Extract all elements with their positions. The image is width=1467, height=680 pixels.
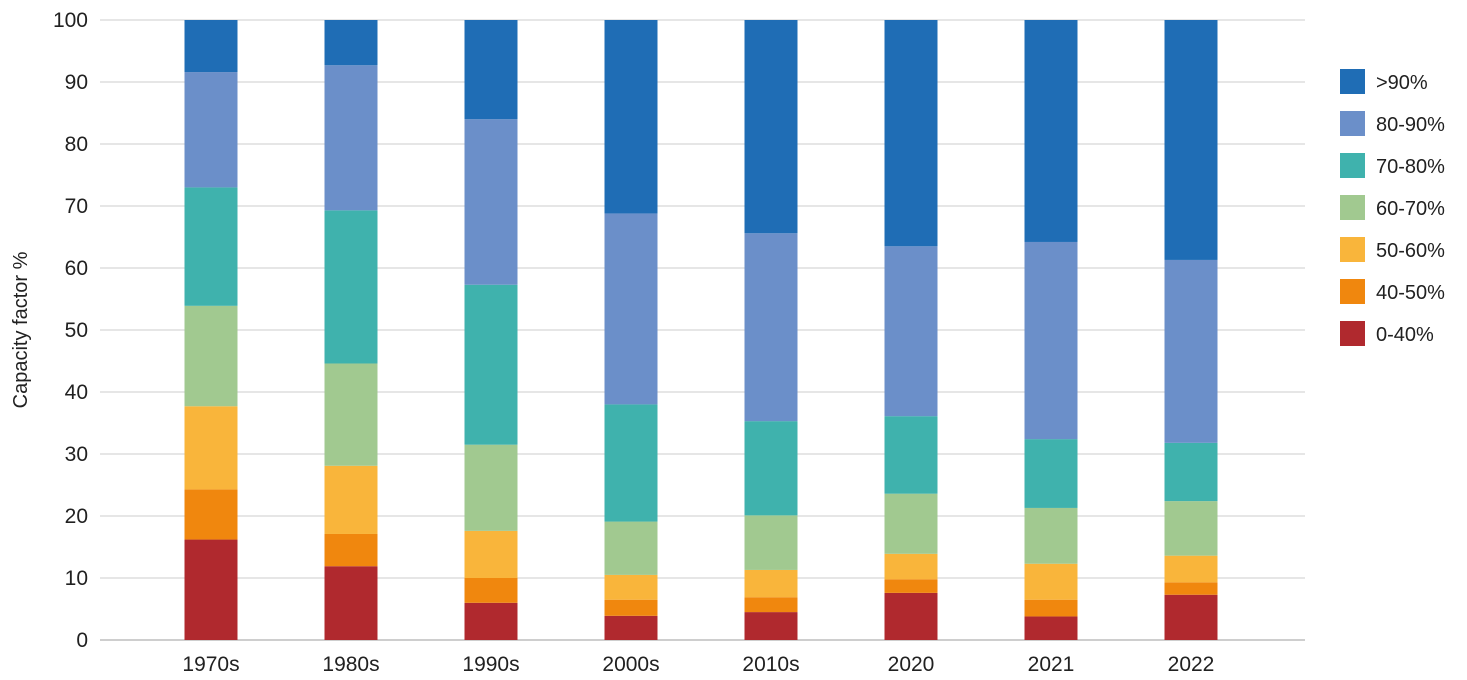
bar-segment bbox=[604, 574, 658, 600]
x-tick-label: 1990s bbox=[462, 653, 519, 676]
legend-label: 40-50% bbox=[1376, 282, 1445, 304]
bar-segment bbox=[744, 20, 798, 234]
bar-segment bbox=[464, 20, 518, 120]
bar-segment bbox=[1024, 439, 1078, 508]
legend-swatch bbox=[1340, 321, 1365, 346]
bar-segment bbox=[744, 515, 798, 570]
legend-swatch bbox=[1340, 279, 1365, 304]
bar-segment bbox=[464, 444, 518, 531]
bar-segment bbox=[884, 592, 938, 640]
legend-swatch bbox=[1340, 237, 1365, 262]
x-tick-label: 2010s bbox=[742, 653, 799, 676]
bar-segment bbox=[1024, 20, 1078, 242]
bar-segment bbox=[604, 521, 658, 575]
bar-segment bbox=[324, 210, 378, 364]
bar-segment bbox=[884, 20, 938, 247]
bar-segment bbox=[1164, 582, 1218, 595]
bar-segment bbox=[184, 305, 238, 407]
bar-segment bbox=[324, 465, 378, 534]
y-axis-ticks: 0 10 20 30 40 50 60 70 80 90 100 bbox=[53, 9, 88, 652]
bars bbox=[184, 20, 1218, 640]
bar-segment bbox=[884, 246, 938, 417]
bar-segment bbox=[1164, 259, 1218, 443]
y-tick-label: 10 bbox=[65, 567, 88, 590]
bar-segment bbox=[604, 20, 658, 214]
legend-swatch bbox=[1340, 153, 1365, 178]
bar-segment bbox=[1024, 599, 1078, 617]
bar-segment bbox=[1164, 555, 1218, 583]
bar-segment bbox=[184, 489, 238, 540]
x-tick-label: 2020 bbox=[888, 653, 935, 676]
bar-segment bbox=[604, 615, 658, 640]
x-axis-ticks: 1970s 1980s 1990s 2000s 2010s 2020 2021 2022 bbox=[182, 653, 1214, 676]
bar-segment bbox=[184, 72, 238, 188]
y-axis-label: Capacity factor % bbox=[10, 251, 32, 408]
bar-segment bbox=[604, 213, 658, 405]
bar-segment bbox=[1164, 442, 1218, 502]
legend-label: 70-80% bbox=[1376, 156, 1445, 178]
bar-segment bbox=[184, 539, 238, 640]
bar-segment bbox=[184, 406, 238, 490]
bar-segment bbox=[324, 20, 378, 66]
bar-segment bbox=[604, 404, 658, 522]
y-tick-label: 70 bbox=[65, 195, 88, 218]
bar-segment bbox=[1024, 507, 1078, 564]
x-tick-label: 1970s bbox=[182, 653, 239, 676]
legend-swatch bbox=[1340, 195, 1365, 220]
bar-segment bbox=[324, 566, 378, 640]
bar-segment bbox=[1024, 563, 1078, 600]
bar-segment bbox=[1164, 501, 1218, 556]
x-tick-label: 1980s bbox=[322, 653, 379, 676]
bar-segment bbox=[324, 65, 378, 211]
bar-segment bbox=[324, 363, 378, 466]
legend-label: >90% bbox=[1376, 72, 1428, 94]
y-tick-label: 100 bbox=[53, 9, 88, 32]
y-tick-label: 60 bbox=[65, 257, 88, 280]
bar-segment bbox=[744, 597, 798, 613]
legend-swatch bbox=[1340, 69, 1365, 94]
bar-segment bbox=[464, 284, 518, 445]
bar-segment bbox=[884, 416, 938, 494]
grid bbox=[100, 19, 1305, 641]
x-tick-label: 2022 bbox=[1168, 653, 1215, 676]
legend: >90% 80-90% 70-80% 60-70% 50-60% 40-50% 0-40% bbox=[1340, 69, 1445, 346]
x-tick-label: 2021 bbox=[1028, 653, 1075, 676]
bar-segment bbox=[744, 569, 798, 598]
bar-segment bbox=[1024, 241, 1078, 440]
bar-segment bbox=[884, 493, 938, 554]
bar-segment bbox=[464, 602, 518, 640]
x-tick-label: 2000s bbox=[602, 653, 659, 676]
bar-segment bbox=[1164, 20, 1218, 260]
bar-segment bbox=[884, 553, 938, 580]
legend-label: 60-70% bbox=[1376, 198, 1445, 220]
y-tick-label: 30 bbox=[65, 443, 88, 466]
legend-label: 0-40% bbox=[1376, 324, 1434, 346]
bar-segment bbox=[464, 578, 518, 603]
legend-label: 50-60% bbox=[1376, 240, 1445, 262]
bar-segment bbox=[184, 187, 238, 306]
bar-segment bbox=[884, 579, 938, 593]
bar-segment bbox=[324, 533, 378, 567]
bar-segment bbox=[1164, 594, 1218, 640]
bar-segment bbox=[744, 233, 798, 422]
bar-segment bbox=[464, 530, 518, 578]
bar-segment bbox=[744, 612, 798, 640]
bar-segment bbox=[184, 20, 238, 73]
bar-segment bbox=[464, 119, 518, 285]
legend-label: 80-90% bbox=[1376, 114, 1445, 136]
bar-segment bbox=[744, 421, 798, 516]
y-tick-label: 80 bbox=[65, 133, 88, 156]
y-tick-label: 50 bbox=[65, 319, 88, 342]
y-tick-label: 20 bbox=[65, 505, 88, 528]
legend-swatch bbox=[1340, 111, 1365, 136]
bar-segment bbox=[604, 599, 658, 616]
bar-segment bbox=[1024, 616, 1078, 640]
y-tick-label: 90 bbox=[65, 71, 88, 94]
y-tick-label: 40 bbox=[65, 381, 88, 404]
y-tick-label: 0 bbox=[76, 629, 88, 652]
